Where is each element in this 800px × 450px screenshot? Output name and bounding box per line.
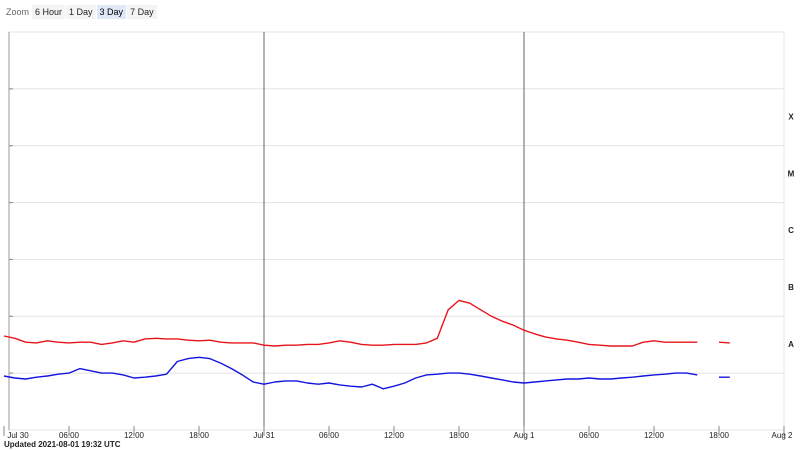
x-tick-label: Aug 2 — [772, 431, 793, 440]
x-tick-label: 18:00 — [709, 431, 730, 440]
x-tick-label: 06:00 — [579, 431, 600, 440]
x-tick-label: Jul 31 — [253, 431, 275, 440]
class-label: M — [788, 169, 795, 178]
x-tick-label: Aug 1 — [514, 431, 535, 440]
x-tick-label: 18:00 — [449, 431, 470, 440]
zoom-button[interactable]: 6 Hour — [32, 5, 66, 19]
flux-line — [3, 299, 730, 347]
zoom-button[interactable]: 7 Day — [127, 5, 157, 19]
class-label: A — [788, 340, 794, 349]
chart: A B C M X Jul 30 06:00 12:00 18:00 Jul 31 06:00 12:… — [3, 31, 795, 440]
zoom-button[interactable]: 1 Day — [66, 5, 96, 19]
class-label: C — [788, 226, 794, 235]
x-tick-label: 06:00 — [319, 431, 340, 440]
plot-area — [8, 31, 785, 431]
x-tick-label: 06:00 — [59, 431, 80, 440]
x-tick-label: 18:00 — [189, 431, 210, 440]
flux-line — [3, 356, 730, 390]
x-tick-label: 12:00 — [644, 431, 665, 440]
x-tick-label: 12:00 — [384, 431, 405, 440]
x-tick-label: Jul 30 — [7, 431, 29, 440]
class-label: X — [788, 112, 794, 121]
updated-note: Updated 2021-08-01 19:32 UTC — [4, 440, 121, 449]
zoom-button[interactable]: 3 Day — [96, 5, 127, 19]
x-tick-label: 12:00 — [124, 431, 145, 440]
class-label: B — [788, 283, 794, 292]
zoom-bar: Zoom 6 Hour 1 Day 3 Day 7 Day — [6, 4, 158, 20]
zoom-label: Zoom — [6, 7, 30, 17]
